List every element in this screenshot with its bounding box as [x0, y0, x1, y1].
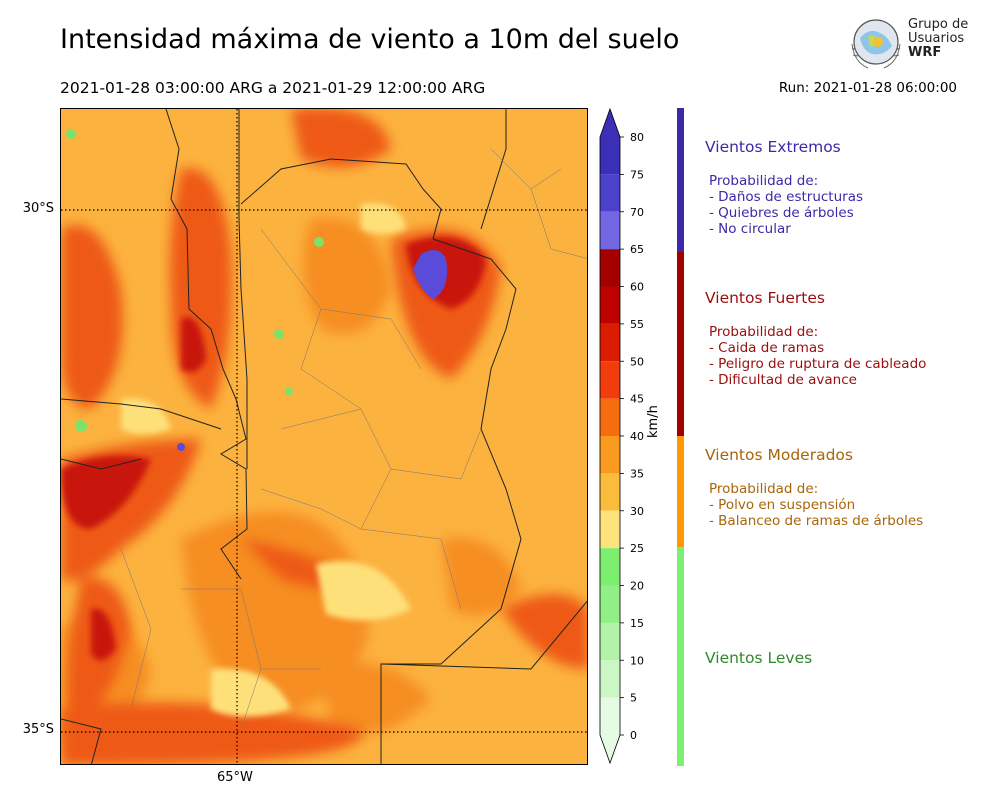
extreme-wind-areas: [177, 250, 448, 451]
colorbar-tick-label: 5: [630, 692, 637, 705]
colorbar-bin: [600, 622, 620, 661]
category-line: - Daños de estructuras: [709, 189, 864, 205]
colorbar-tick-label: 40: [630, 430, 644, 443]
run-timestamp: Run: 2021-01-28 06:00:00: [778, 80, 957, 96]
colorbar-tick-label: 30: [630, 505, 644, 518]
colorbar-bin: [600, 510, 620, 549]
lon-label-65: 65°W: [217, 770, 253, 785]
colorbar-tick-label: 10: [630, 654, 644, 667]
strong-category-bar: [677, 252, 684, 436]
category-line: - No circular: [709, 221, 791, 237]
wind-map: [60, 108, 588, 765]
lat-label-35: 35°S: [22, 722, 54, 737]
light-category-bar: [677, 547, 684, 766]
category-moderate: Vientos Moderados Probabilidad de: - Pol…: [705, 446, 923, 529]
colorbar-bin: [600, 697, 620, 735]
category-intro: Probabilidad de:: [709, 173, 819, 189]
colorbar-bin: [600, 137, 620, 175]
colorbar-tick-label: 15: [630, 617, 644, 630]
colorbar-tick-label: 20: [630, 580, 644, 593]
category-title: Vientos Extremos: [705, 138, 841, 156]
category-line: - Peligro de ruptura de cableado: [709, 356, 927, 372]
map-title: Intensidad máxima de viento a 10m del su…: [60, 24, 680, 55]
colorbar-bin: [600, 473, 620, 511]
colorbar-unit: km/h: [646, 405, 661, 438]
colorbar: 80 75 70 65 60 55 50 45 40 35 30 25 20 15 10 5 0: [598, 107, 678, 767]
colorbar-bin: [600, 660, 620, 698]
light-wind-areas: [121, 203, 411, 717]
department-borders: [120, 148, 587, 730]
category-intro: Probabilidad de:: [709, 481, 819, 497]
colorbar-bin: [600, 361, 620, 399]
colorbar-tick-label: 0: [630, 729, 637, 742]
category-line: - Caida de ramas: [709, 340, 825, 356]
category-strong: Vientos Fuertes Probabilidad de: - Caida…: [705, 289, 926, 388]
colorbar-bin: [600, 211, 620, 250]
category-title: Vientos Leves: [705, 649, 813, 667]
colorbar-bin: [600, 585, 620, 623]
colorbar-tick-label: 55: [630, 318, 644, 331]
colorbar-tick-label: 35: [630, 467, 644, 480]
calm-patches: [66, 129, 324, 432]
colorbar-tick-label: 60: [630, 281, 644, 294]
colorbar-tick-label: 70: [630, 206, 644, 219]
colorbar-bin: [600, 323, 620, 362]
colorbar-bin: [600, 286, 620, 324]
province-borders: [61, 109, 587, 764]
category-title: Vientos Moderados: [705, 446, 853, 464]
category-light: Vientos Leves: [705, 649, 812, 667]
colorbar-tick-label: 75: [630, 168, 644, 181]
colorbar-tick-label: 80: [630, 131, 644, 144]
category-extreme: Vientos Extremos Probabilidad de: - Daño…: [705, 138, 863, 237]
category-line: - Balanceo de ramas de árboles: [709, 513, 924, 529]
colorbar-max-extension: [600, 109, 620, 137]
moderate-category-bar: [677, 436, 684, 547]
colorbar-bin: [600, 174, 620, 212]
colorbar-bin: [600, 249, 620, 287]
colorbar-bin: [600, 436, 620, 474]
colorbar-tick-label: 65: [630, 243, 644, 256]
category-line: - Quiebres de árboles: [709, 205, 854, 221]
wrf-logo: Grupo de Usuarios WRF: [848, 14, 973, 74]
extreme-category-bar: [677, 108, 684, 252]
category-intro: Probabilidad de:: [709, 324, 819, 340]
colorbar-tick-label: 50: [630, 355, 644, 368]
colorbar-min-extension: [600, 735, 620, 763]
colorbar-tick-label: 25: [630, 542, 644, 555]
globe-icon: [851, 19, 901, 69]
category-line: - Polvo en suspensión: [709, 497, 856, 513]
colorbar-bin: [600, 548, 620, 586]
graticule: [61, 109, 587, 764]
colorbar-bin: [600, 398, 620, 436]
category-line: - Dificultad de avance: [709, 372, 857, 388]
colorbar-tick-label: 45: [630, 393, 644, 406]
category-title: Vientos Fuertes: [705, 289, 825, 307]
forecast-period: 2021-01-28 03:00:00 ARG a 2021-01-29 12:…: [60, 79, 486, 97]
lat-label-30: 30°S: [22, 201, 54, 216]
logo-text: Grupo de Usuarios WRF: [908, 17, 969, 60]
